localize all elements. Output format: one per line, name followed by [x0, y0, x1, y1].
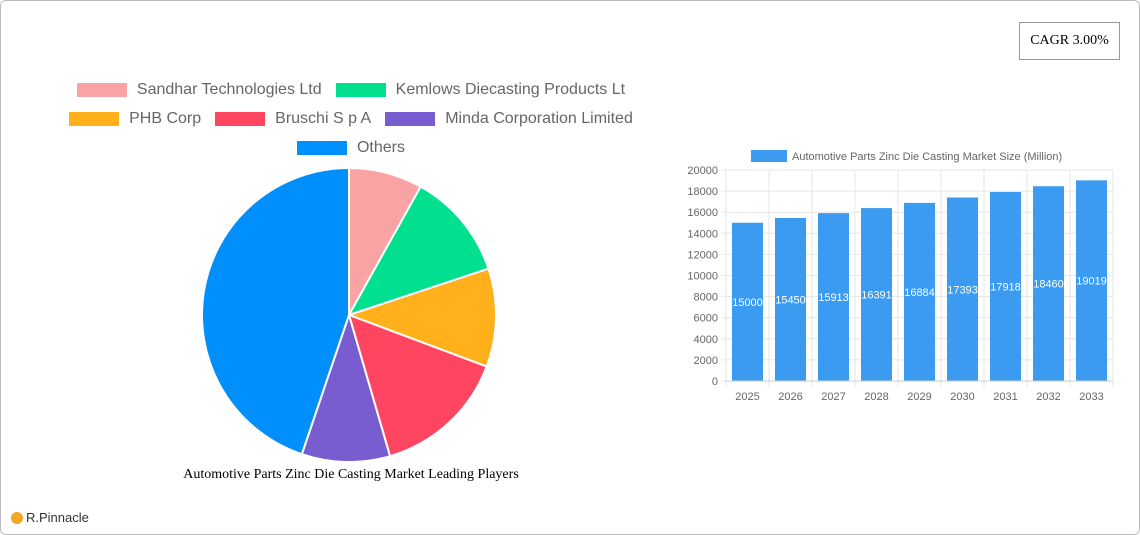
y-tick-label: 4000	[694, 334, 718, 346]
bar-data-label: 17918	[990, 281, 1021, 293]
y-tick-label: 6000	[694, 313, 718, 325]
bar-data-label: 15000	[732, 297, 763, 309]
legend-item[interactable]: Kemlows Diecasting Products Lt	[335, 80, 626, 99]
bar-data-label: 16391	[861, 290, 892, 302]
brand-logo: R.Pinnacle	[11, 510, 89, 525]
legend-label: PHB Corp	[129, 109, 202, 127]
bar[interactable]	[775, 218, 806, 381]
x-tick-label: 2031	[993, 391, 1017, 403]
y-tick-label: 20000	[687, 165, 718, 177]
bar-legend-swatch	[751, 150, 787, 162]
bar[interactable]	[1076, 180, 1107, 381]
bar-legend-label: Automotive Parts Zinc Die Casting Market…	[792, 151, 1062, 163]
bar[interactable]	[947, 197, 978, 381]
legend-swatch	[69, 111, 120, 126]
legend-item[interactable]: Others	[296, 138, 405, 157]
bar-data-label: 19019	[1076, 276, 1107, 288]
y-tick-label: 8000	[694, 292, 718, 304]
bar[interactable]	[1033, 186, 1064, 381]
pie-title: Automotive Parts Zinc Die Casting Market…	[183, 467, 519, 482]
bar-data-label: 16884	[904, 287, 935, 299]
pie-chart	[201, 166, 497, 463]
legend-item[interactable]: Bruschi S p A	[215, 110, 371, 128]
bar[interactable]	[818, 213, 849, 381]
x-tick-label: 2029	[907, 391, 931, 403]
x-tick-label: 2026	[778, 391, 802, 403]
cagr-badge: CAGR 3.00%	[1019, 22, 1120, 60]
y-tick-label: 12000	[687, 249, 718, 261]
x-tick-label: 2025	[735, 391, 759, 403]
legend-item[interactable]: PHB Corp	[69, 110, 201, 128]
bar[interactable]	[904, 202, 935, 381]
legend-label: Sandhar Technologies Ltd	[136, 80, 322, 98]
bar-data-label: 17393	[947, 284, 978, 296]
legend-item[interactable]: Minda Corporation Limited	[385, 110, 633, 128]
y-tick-label: 10000	[687, 271, 718, 283]
y-tick-label: 16000	[687, 207, 718, 219]
legend-label: Minda Corporation Limited	[445, 109, 633, 127]
legend-swatch	[215, 111, 266, 126]
logo-icon	[11, 511, 23, 524]
y-tick-label: 0	[712, 376, 718, 388]
y-tick-label: 2000	[694, 355, 718, 367]
bar[interactable]	[732, 222, 763, 381]
x-tick-label: 2032	[1036, 391, 1060, 403]
pie-slice[interactable]	[347, 313, 488, 458]
bar[interactable]	[861, 208, 892, 381]
x-tick-label: 2030	[950, 391, 974, 403]
legend-swatch	[296, 140, 347, 155]
x-tick-label: 2027	[821, 391, 845, 403]
legend-label: Others	[356, 138, 405, 156]
bar-data-label: 15913	[818, 292, 849, 304]
pie-slice[interactable]	[346, 185, 490, 317]
x-tick-label: 2033	[1079, 391, 1103, 403]
pie-slice[interactable]	[201, 166, 350, 456]
bar-data-label: 15450	[775, 295, 806, 307]
legend-swatch	[335, 82, 386, 97]
legend-item[interactable]: Sandhar Technologies Ltd	[76, 80, 322, 99]
y-tick-label: 18000	[687, 186, 718, 198]
pie-legend: Sandhar Technologies Ltd Kemlows Diecasti…	[41, 75, 661, 162]
x-tick-label: 2028	[864, 391, 888, 403]
bar[interactable]	[990, 191, 1021, 381]
pie-slice[interactable]	[300, 311, 392, 463]
legend-label: Kemlows Diecasting Products Lt	[395, 80, 626, 98]
legend-swatch	[76, 82, 127, 97]
y-tick-label: 14000	[687, 228, 718, 240]
bar-data-label: 18460	[1033, 279, 1064, 291]
legend-label: Bruschi S p A	[275, 109, 372, 127]
legend-swatch	[385, 111, 436, 126]
pie-slice[interactable]	[345, 267, 497, 368]
brand-name: R.Pinnacle	[26, 510, 89, 525]
